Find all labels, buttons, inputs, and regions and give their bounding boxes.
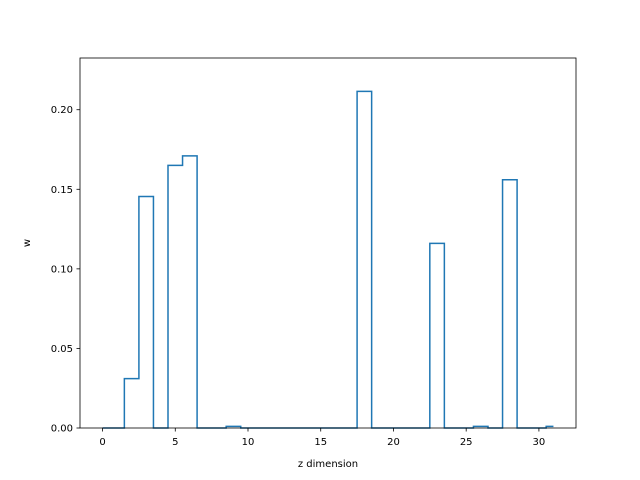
x-axis-label: z dimension [298,459,358,470]
x-tick-label: 10 [242,437,255,448]
y-axis-label: w [22,239,33,247]
x-tick-label: 5 [172,437,178,448]
x-tick-label: 25 [460,437,473,448]
plot-frame [79,57,577,429]
x-tick-label: 20 [387,437,400,448]
y-tick-label: 0.10 [51,264,73,275]
plot-background [80,58,576,428]
y-axis: 0.00 0.05 0.10 0.15 0.20 [51,105,80,435]
x-tick-label: 15 [314,437,327,448]
y-tick-label: 0.15 [51,185,73,196]
y-tick-label: 0.20 [51,105,73,116]
x-tick-label: 30 [533,437,546,448]
y-tick-label: 0.00 [51,424,73,435]
x-axis: 0 5 10 15 20 25 30 [99,428,545,448]
y-tick-label: 0.05 [51,344,73,355]
x-tick-label: 0 [99,437,105,448]
